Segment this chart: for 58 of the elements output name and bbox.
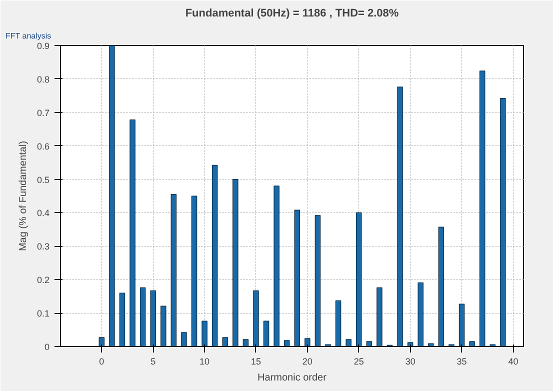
x-axis-title: Harmonic order [258,372,328,384]
bar [376,287,382,346]
bar [366,341,372,346]
x-tick-label: 40 [508,356,518,366]
y-tick-label: 0.6 [36,141,50,152]
bar [222,337,228,346]
x-tick-label: 0 [99,356,104,366]
bar [181,332,187,346]
y-tick-label: 0.5 [36,174,50,185]
x-tick-label: 5 [150,356,156,366]
bar [202,320,208,346]
bar [109,46,115,346]
chart-title: Fundamental (50Hz) = 1186 , THD= 2.08% [185,8,399,20]
bar [314,215,321,346]
bar [428,343,434,346]
bar [170,194,177,346]
text: FFT analysis [6,32,52,40]
bar [242,339,249,346]
bar [284,340,290,346]
y-tick-label: 0.7 [36,108,50,118]
bar [304,338,310,346]
x-tick-label: 10 [200,356,210,366]
x-tick-label: 30 [405,356,416,366]
bar [335,300,342,346]
y-tick-label: 0.2 [36,275,50,286]
bar [469,341,475,346]
y-tick-label: 0.9 [36,41,50,51]
y-tick-label: 0.4 [36,208,50,218]
bar [98,337,105,346]
y-axis-title: Mag (% of Fundamental) [18,140,29,252]
bar [418,282,424,346]
bar [479,70,486,346]
y-tick-label: 0 [44,342,50,352]
y-tick-label: 0.8 [36,74,50,84]
bar [140,287,146,346]
bar [356,212,362,346]
bar [212,164,218,346]
bar [438,226,444,346]
y-tick-label: 0.1 [36,308,50,319]
x-tick-label: 20 [302,356,312,366]
bar [130,119,136,346]
bar [191,196,198,346]
bar [500,98,506,346]
x-tick-label: 15 [250,356,261,366]
bar [294,210,300,346]
bar [253,290,259,346]
bar [160,306,166,346]
bar [119,292,126,346]
y-tick-label: 0.3 [36,242,50,252]
bar [274,186,280,346]
bar [232,178,238,346]
bar [346,339,352,346]
bar [458,304,465,346]
bar [397,86,403,346]
bar [263,320,270,346]
bar [150,290,156,346]
x-tick-label: 25 [354,356,364,366]
x-tick-label: 35 [456,356,467,366]
